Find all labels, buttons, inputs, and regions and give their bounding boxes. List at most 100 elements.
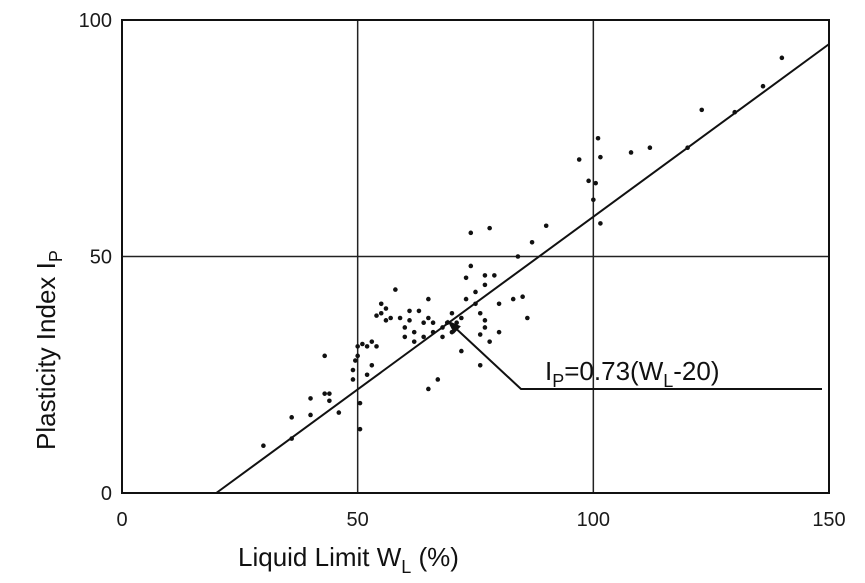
x-tick-label: 50 <box>347 509 369 531</box>
data-point <box>576 157 582 162</box>
y-tick-label: 100 <box>79 10 112 32</box>
data-point <box>322 353 327 359</box>
data-point <box>416 308 422 314</box>
data-point <box>760 83 766 89</box>
data-point <box>374 313 379 318</box>
y-tick-label: 0 <box>101 483 112 505</box>
x-tick-label: 150 <box>812 509 845 531</box>
grid-lines <box>122 20 829 493</box>
data-point <box>336 410 342 415</box>
data-point <box>598 154 603 160</box>
data-point <box>383 306 389 311</box>
data-point <box>322 391 327 396</box>
data-point <box>357 426 363 432</box>
data-point <box>779 55 785 61</box>
data-point <box>449 310 455 316</box>
y-tick-labels: 0 50 100 <box>79 10 112 505</box>
data-point <box>454 320 459 326</box>
data-point <box>426 386 431 392</box>
data-point <box>388 315 393 321</box>
data-point <box>327 398 332 404</box>
y-axis-title: Plasticity Index IP <box>31 250 66 450</box>
data-point <box>586 178 591 184</box>
regression-line <box>215 43 830 494</box>
data-point <box>411 329 417 335</box>
data-point <box>482 282 488 288</box>
data-point <box>477 362 483 368</box>
data-point <box>699 107 705 113</box>
annotation-arrowhead <box>447 320 461 334</box>
regression-equation: IP=0.73(WL-20) <box>545 356 720 391</box>
data-point <box>357 400 363 406</box>
x-tick-labels: 0 50 100 150 <box>116 509 845 531</box>
data-point <box>468 230 474 236</box>
data-point <box>383 318 389 323</box>
data-point <box>421 320 426 326</box>
data-point <box>426 296 431 302</box>
data-point <box>350 367 356 373</box>
data-point <box>308 396 313 401</box>
data-point <box>364 372 370 378</box>
plot-frame <box>121 19 830 494</box>
data-point <box>350 377 356 382</box>
data-point <box>308 412 313 418</box>
data-point <box>327 391 332 396</box>
data-point <box>430 320 436 326</box>
data-point <box>369 362 375 368</box>
data-point <box>402 334 408 340</box>
data-point <box>289 415 294 420</box>
y-tick-label: 50 <box>90 247 112 269</box>
data-point <box>463 296 469 302</box>
data-point <box>520 294 525 300</box>
data-point <box>487 225 492 231</box>
data-point <box>593 180 598 186</box>
data-point <box>355 344 360 349</box>
data-point <box>463 275 469 281</box>
data-point <box>374 344 379 349</box>
data-point <box>477 332 483 337</box>
data-point <box>378 310 384 316</box>
data-point <box>598 221 603 226</box>
x-tick-label: 0 <box>116 509 127 531</box>
data-point <box>492 273 497 278</box>
data-point <box>364 344 370 349</box>
data-point <box>360 341 365 347</box>
data-point <box>482 318 488 323</box>
data-point <box>595 135 601 141</box>
data-points <box>261 55 785 449</box>
data-point <box>355 353 360 359</box>
x-axis-title: Liquid Limit WL (%) <box>238 542 459 577</box>
data-point <box>411 339 417 344</box>
data-point <box>591 197 596 203</box>
data-point <box>407 308 412 314</box>
data-point <box>482 325 488 330</box>
data-point <box>397 315 403 321</box>
data-point <box>468 263 474 269</box>
data-point <box>407 318 412 323</box>
data-point <box>496 301 502 307</box>
data-point <box>647 145 653 151</box>
data-point <box>378 301 384 307</box>
data-point <box>543 223 549 229</box>
data-point <box>435 377 441 382</box>
data-point <box>477 310 483 316</box>
data-point <box>473 289 478 295</box>
data-point <box>628 150 634 155</box>
data-point <box>426 315 431 321</box>
data-point <box>496 329 502 335</box>
annotation-leader-line <box>446 319 822 390</box>
data-point <box>515 254 521 259</box>
data-point <box>402 325 408 330</box>
data-point <box>487 339 492 344</box>
data-point <box>353 358 358 363</box>
data-point <box>369 339 375 344</box>
data-point <box>261 443 266 449</box>
data-point <box>525 315 530 321</box>
data-point <box>529 240 535 245</box>
x-tick-label: 100 <box>577 509 610 531</box>
data-point <box>459 315 464 321</box>
data-point <box>440 334 445 340</box>
data-point <box>482 273 488 278</box>
data-point <box>393 287 398 292</box>
